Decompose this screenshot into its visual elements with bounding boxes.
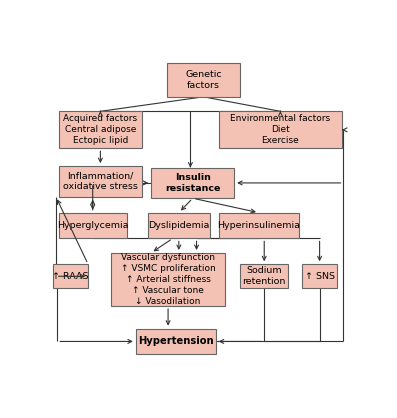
FancyBboxPatch shape xyxy=(136,329,216,354)
FancyBboxPatch shape xyxy=(302,264,337,288)
FancyBboxPatch shape xyxy=(219,213,299,238)
Text: Environmental factors
Diet
Exercise: Environmental factors Diet Exercise xyxy=(230,114,330,145)
FancyBboxPatch shape xyxy=(59,166,142,196)
Text: Acquired factors
Central adipose
Ectopic lipid: Acquired factors Central adipose Ectopic… xyxy=(64,114,137,145)
FancyBboxPatch shape xyxy=(148,213,210,238)
FancyBboxPatch shape xyxy=(240,264,288,288)
Text: Hypertension: Hypertension xyxy=(138,336,214,347)
Text: Hyperinsulinemia: Hyperinsulinemia xyxy=(217,221,301,230)
FancyBboxPatch shape xyxy=(111,253,225,306)
Text: Hyperglycemia: Hyperglycemia xyxy=(57,221,129,230)
FancyBboxPatch shape xyxy=(59,213,127,238)
Text: Vascular dysfunction
↑ VSMC proliferation
↑ Arterial stiffness
↑ Vascular tone
↓: Vascular dysfunction ↑ VSMC proliferatio… xyxy=(121,253,216,306)
Text: Sodium
retention: Sodium retention xyxy=(243,266,286,286)
Text: ↑ RAAS: ↑ RAAS xyxy=(52,272,89,281)
FancyBboxPatch shape xyxy=(166,63,240,97)
FancyBboxPatch shape xyxy=(53,264,88,288)
FancyBboxPatch shape xyxy=(219,111,342,148)
Text: Inflammation/
oxidative stress: Inflammation/ oxidative stress xyxy=(63,171,138,191)
Text: Genetic
factors: Genetic factors xyxy=(185,70,222,90)
Text: ↑ SNS: ↑ SNS xyxy=(304,272,335,281)
Text: Insulin
resistance: Insulin resistance xyxy=(165,173,220,193)
FancyBboxPatch shape xyxy=(59,111,142,148)
FancyBboxPatch shape xyxy=(151,168,234,198)
Text: Dyslipidemia: Dyslipidemia xyxy=(148,221,210,230)
